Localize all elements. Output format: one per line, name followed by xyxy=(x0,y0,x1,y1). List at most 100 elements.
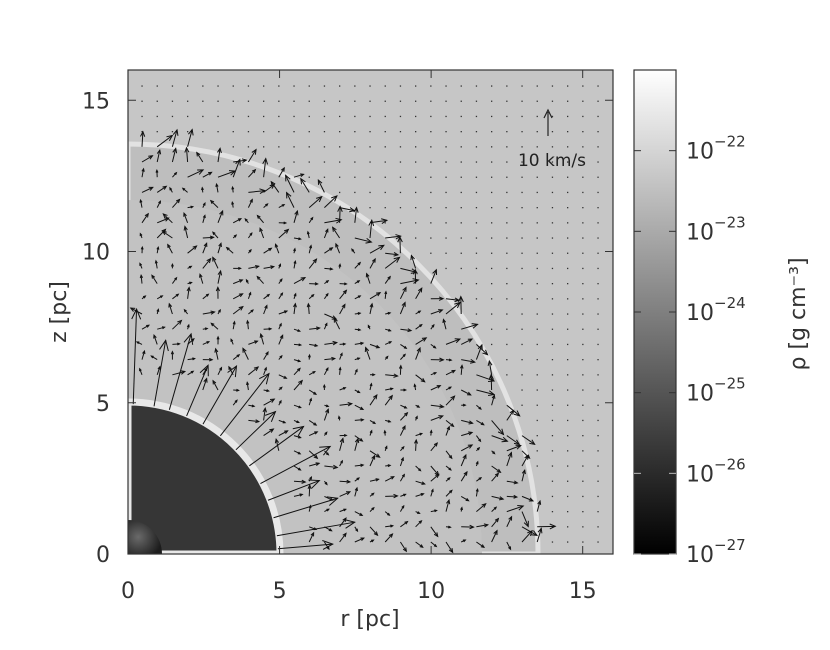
shell-velocity-arrow xyxy=(399,504,405,512)
shell-velocity-arrow xyxy=(324,480,328,486)
shell-velocity-arrow xyxy=(150,355,158,361)
shell-velocity-arrow xyxy=(476,523,490,528)
shell-velocity-arrow xyxy=(384,256,401,269)
shell-velocity-arrow xyxy=(248,340,259,345)
grid-dot xyxy=(475,115,478,118)
shell-velocity-arrow xyxy=(415,337,428,345)
grid-dot xyxy=(293,146,295,148)
shell-velocity-arrow xyxy=(139,367,143,375)
shell-velocity-arrow xyxy=(196,151,204,163)
shell-velocity-arrow xyxy=(135,341,143,345)
grid-dot xyxy=(141,85,143,87)
grid-dot xyxy=(247,100,250,102)
grid-dot xyxy=(384,207,386,209)
grid-dot xyxy=(521,359,523,361)
shell-velocity-arrow xyxy=(172,198,181,208)
grid-dot xyxy=(582,191,584,194)
shell-velocity-arrow xyxy=(354,357,361,361)
x-tick-label: 10 xyxy=(417,579,445,604)
shell-velocity-arrow xyxy=(217,242,222,254)
colorbar-label: ρ [g cm⁻³] xyxy=(786,257,811,370)
shell-velocity-arrow xyxy=(245,278,249,284)
shell-velocity-arrow xyxy=(187,370,195,376)
shell-velocity-arrow xyxy=(506,480,519,485)
shell-velocity-arrow xyxy=(458,295,464,315)
grid-dot xyxy=(278,161,280,163)
grid-dot xyxy=(491,298,493,300)
shell-velocity-arrow xyxy=(491,472,500,482)
shell-velocity-arrow xyxy=(259,227,265,239)
grid-dot xyxy=(597,267,599,270)
shell-velocity-arrow xyxy=(155,169,159,178)
shell-velocity-arrow xyxy=(171,128,179,147)
grid-dot xyxy=(263,131,265,133)
shell-velocity-arrow xyxy=(300,177,310,193)
shell-velocity-arrow xyxy=(202,242,208,254)
colorbar-tick-label: 10−25 xyxy=(686,375,746,407)
shell-velocity-arrow xyxy=(324,247,334,254)
shell-velocity-arrow xyxy=(414,438,419,451)
colorbar-tick-exponent: −26 xyxy=(714,455,746,473)
grid-dot xyxy=(506,191,508,194)
grid-dot xyxy=(491,283,493,285)
shell-velocity-arrow xyxy=(308,431,319,437)
shell-velocity-arrow xyxy=(354,404,365,410)
shell-velocity-arrow xyxy=(293,379,304,391)
shell-velocity-arrow xyxy=(263,265,276,270)
shell-velocity-arrow xyxy=(415,519,423,528)
grid-dot xyxy=(582,465,584,467)
grid-dot xyxy=(567,328,569,330)
grid-dot xyxy=(445,191,447,194)
grid-dot xyxy=(384,85,386,87)
grid-dot xyxy=(369,176,371,178)
grid-dot xyxy=(506,161,508,163)
shell-velocity-arrow xyxy=(369,302,374,315)
bubble-velocity-arrow xyxy=(153,339,169,407)
shell-velocity-arrow xyxy=(324,508,330,513)
shell-velocity-arrow xyxy=(491,495,505,501)
shell-velocity-arrow xyxy=(154,259,158,269)
grid-dot xyxy=(551,85,554,87)
grid-dot xyxy=(384,100,386,102)
velocity-grid-dots xyxy=(141,85,599,543)
grid-dot xyxy=(506,359,508,361)
shell-velocity-arrow xyxy=(385,419,392,423)
grid-dot xyxy=(521,115,523,118)
shell-velocity-arrow xyxy=(278,166,285,178)
grid-dot xyxy=(247,131,250,133)
grid-dot xyxy=(506,283,508,285)
shell-velocity-arrow xyxy=(385,373,399,378)
shell-velocity-arrow xyxy=(506,435,521,446)
shell-velocity-arrow xyxy=(278,430,289,437)
grid-dot xyxy=(521,85,523,87)
shell-velocity-arrow xyxy=(354,389,361,394)
grid-dot xyxy=(582,222,584,224)
shell-velocity-arrow xyxy=(141,295,147,300)
grid-dot xyxy=(506,100,508,102)
grid-dot xyxy=(582,100,584,102)
shell-velocity-arrow xyxy=(445,477,451,482)
shell-velocity-arrow xyxy=(141,167,145,178)
shell-velocity-arrow xyxy=(186,323,190,330)
shell-velocity-arrow xyxy=(460,453,467,467)
shell-velocity-arrow xyxy=(338,366,342,375)
shell-velocity-arrow xyxy=(278,221,288,225)
shell-velocity-arrow xyxy=(202,341,211,345)
grid-dot xyxy=(597,85,599,87)
grid-dot xyxy=(202,85,204,87)
grid-dot xyxy=(521,343,523,346)
grid-dot xyxy=(293,85,295,87)
reference-vector-label: 10 km/s xyxy=(518,151,586,171)
shell-velocity-arrow xyxy=(248,309,254,315)
grid-dot xyxy=(278,115,280,118)
grid-dot xyxy=(475,237,478,239)
grid-dot xyxy=(567,115,569,118)
shell-velocity-arrow xyxy=(339,303,346,315)
bubble-velocity-arrow xyxy=(131,307,142,405)
shell-velocity-arrow xyxy=(139,232,143,239)
grid-dot xyxy=(536,267,538,270)
grid-dot xyxy=(384,146,386,148)
shell-velocity-arrow xyxy=(187,205,195,209)
shell-velocity-arrow xyxy=(232,158,241,178)
grid-dot xyxy=(475,131,478,133)
